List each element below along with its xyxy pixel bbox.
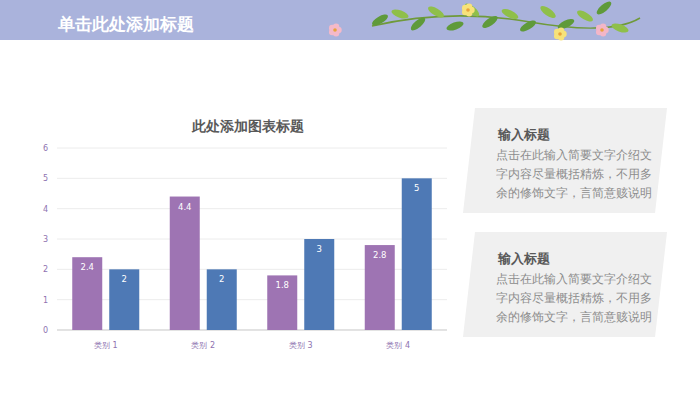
x-tick-label: 类别 1 (94, 341, 118, 350)
header-decoration (329, 0, 640, 41)
x-tick-label: 类别 4 (386, 341, 410, 350)
grid-line (57, 239, 447, 240)
data-label: 2.4 (80, 262, 94, 272)
leaf (610, 22, 629, 35)
y-tick-label: 1 (43, 296, 48, 305)
card-text-box: 点击在此输入简要文字介绍文字内容尽量概括精炼，不用多余的修饰文字，言简意赅说明 (496, 270, 660, 334)
bar (267, 275, 297, 330)
flower-center (558, 32, 562, 36)
chart-title: 此处添加图表标题 (191, 118, 304, 134)
bar (207, 269, 237, 330)
bar (72, 257, 102, 330)
flower-center (333, 28, 337, 32)
flower-center (466, 8, 470, 12)
bar (170, 197, 200, 330)
bar (402, 178, 432, 330)
data-label: 4.4 (178, 202, 192, 212)
bars (72, 178, 432, 330)
grid-line (57, 178, 447, 179)
y-tick-label: 5 (43, 174, 48, 183)
leaf (500, 7, 519, 21)
y-tick-label: 6 (43, 144, 48, 153)
y-tick-label: 0 (43, 326, 48, 335)
card-title: 输入标题 (497, 127, 550, 142)
card-text-box: 点击在此输入简要文字介绍文字内容尽量概括精炼，不用多余的修饰文字，言简意赅说明 (496, 146, 660, 210)
y-tick-label: 2 (43, 265, 48, 274)
leaf (595, 0, 613, 17)
data-label: 2 (219, 274, 224, 284)
data-label: 2.8 (373, 250, 387, 260)
leaf (481, 14, 500, 30)
bar (365, 245, 395, 330)
data-labels: 2.4 2 4.4 2 1.8 3 2.8 5 (80, 183, 419, 290)
leaf (370, 12, 389, 27)
flower-center (600, 28, 604, 32)
card-background (463, 108, 667, 213)
card-background (463, 232, 667, 337)
y-tick-label: 3 (43, 235, 48, 244)
grid-line (57, 208, 447, 209)
header-band (0, 0, 700, 40)
bar (304, 239, 334, 330)
slide-title: 单击此处添加标题 (57, 14, 194, 34)
leaf (426, 4, 445, 19)
leaf (518, 18, 537, 33)
data-label: 3 (317, 244, 322, 254)
y-tick-label: 4 (43, 205, 48, 214)
card-title: 输入标题 (497, 251, 550, 266)
data-label: 2 (122, 274, 127, 284)
data-label: 5 (414, 183, 419, 193)
data-label: 1.8 (275, 280, 289, 290)
leaf (463, 1, 481, 18)
card-text: 点击在此输入简要文字介绍文字内容尽量概括精炼，不用多余的修饰文字，言简意赅说明 (496, 146, 654, 203)
leaf (539, 4, 558, 20)
leaf (445, 20, 464, 33)
x-tick-label: 类别 2 (191, 341, 215, 350)
slide: 单击此处添加标题此处添加图表标题 0 1 2 3 4 5 6 2.4 2 4.4 2 1.8 3 2.8 5 类… (0, 0, 700, 394)
leaf (409, 15, 427, 32)
x-tick-label: 类别 3 (289, 341, 313, 350)
leaf (390, 8, 409, 21)
card-text: 点击在此输入简要文字介绍文字内容尽量概括精炼，不用多余的修饰文字，言简意赅说明 (496, 270, 654, 327)
card: 输入标题点击在此输入简要文字介绍文字内容尽量概括精炼，不用多余的修饰文字，言简意… (463, 232, 667, 337)
leaf (575, 8, 594, 23)
bar (109, 269, 139, 330)
card: 输入标题点击在此输入简要文字介绍文字内容尽量概括精炼，不用多余的修饰文字，言简意… (463, 108, 667, 213)
grid-line (57, 148, 447, 149)
